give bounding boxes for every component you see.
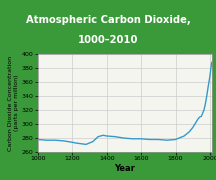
Y-axis label: Carbon Dioxide Concentration
(parts per million): Carbon Dioxide Concentration (parts per …: [8, 55, 19, 151]
X-axis label: Year: Year: [114, 164, 135, 173]
Text: Atmospheric Carbon Dioxide,: Atmospheric Carbon Dioxide,: [26, 15, 190, 25]
Text: 1000–2010: 1000–2010: [78, 35, 138, 45]
